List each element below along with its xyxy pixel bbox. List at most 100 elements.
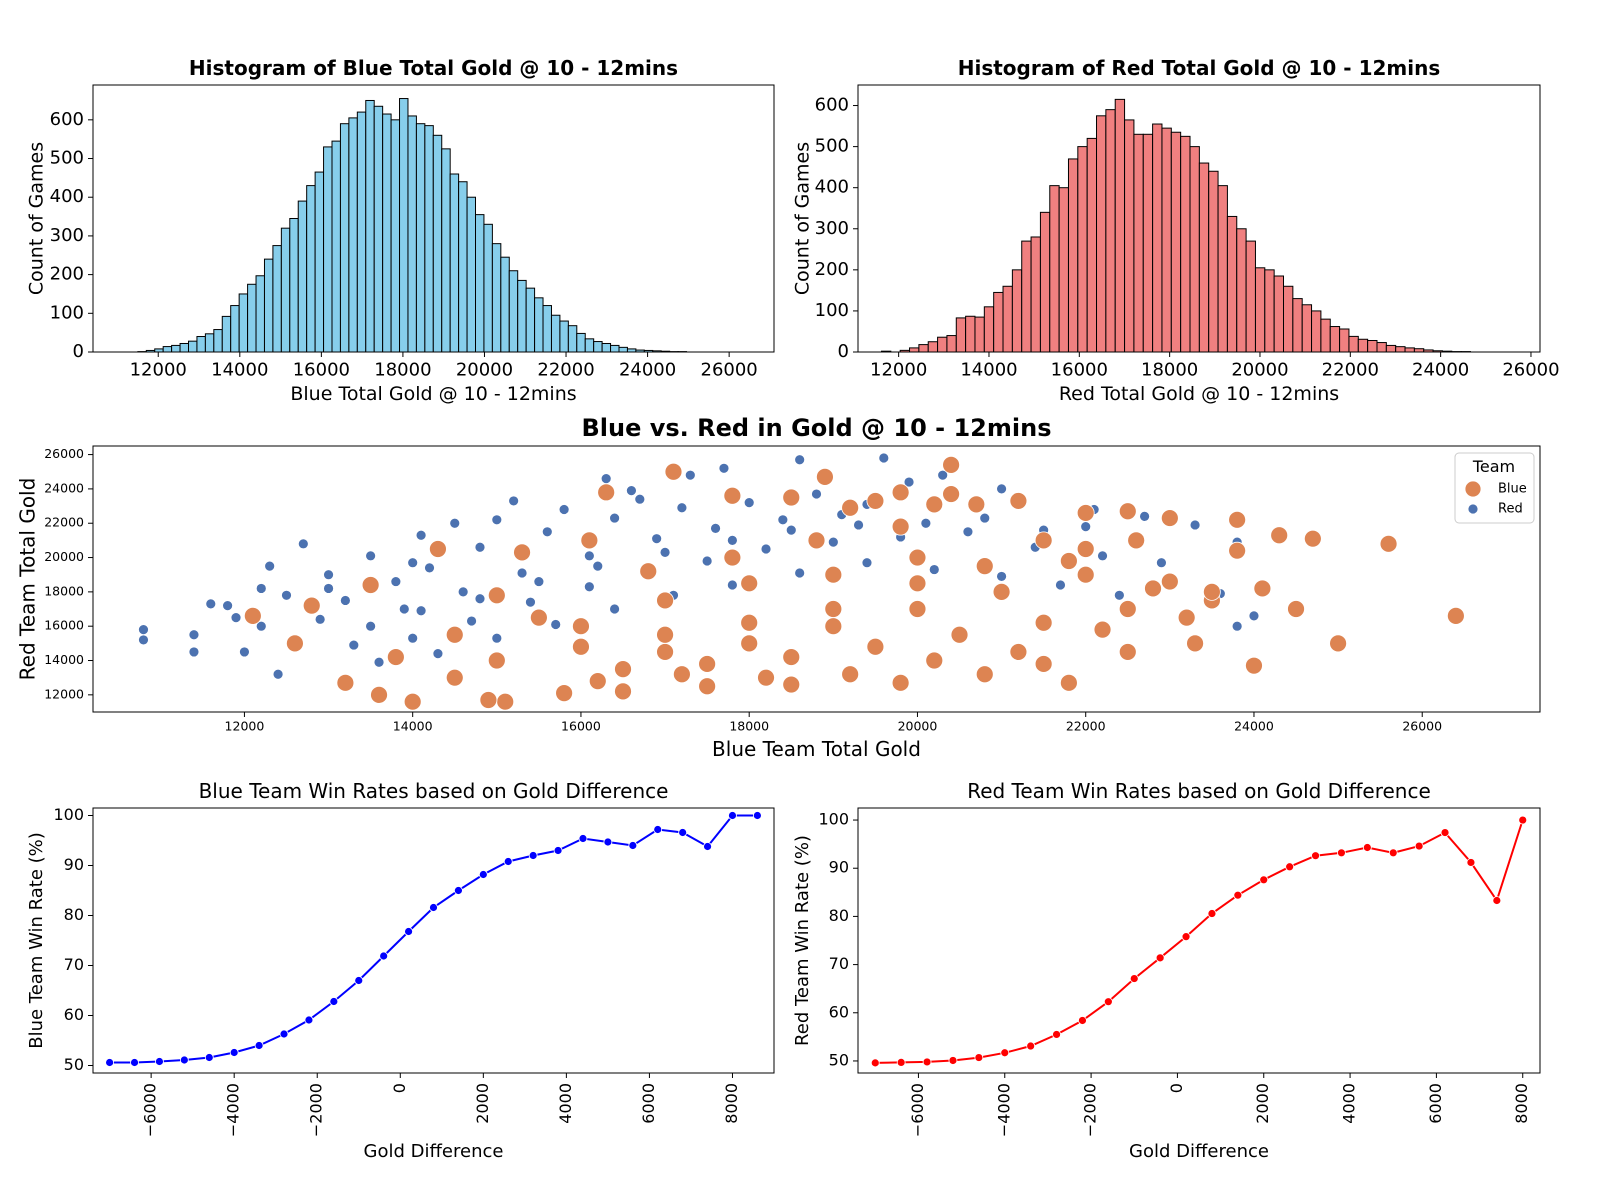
histogram-bar [508, 270, 519, 353]
y-axis-label: Red Team Total Gold [16, 478, 40, 681]
histogram-bar [1086, 137, 1098, 353]
data-point [1026, 1041, 1036, 1051]
y-tick-label: 100 [815, 300, 849, 321]
scatter-point-red [390, 576, 402, 587]
scatter-point-red [365, 620, 377, 632]
x-axis-label: Gold Difference [1129, 1141, 1269, 1162]
histogram-bar [407, 115, 417, 353]
x-tick-label: 4000 [1340, 1083, 1359, 1124]
histogram-bar [1002, 285, 1013, 353]
scatter-point-blue [1093, 620, 1112, 639]
scatter-point-blue [286, 634, 304, 653]
histogram-bar [618, 346, 628, 353]
x-axis-label: Blue Total Gold @ 10 - 12mins [290, 383, 576, 405]
histogram-bar [1320, 318, 1331, 353]
series-markers [870, 815, 1528, 1068]
axes-frame [857, 84, 1541, 353]
data-point [1052, 1030, 1061, 1039]
y-tick-label: 100 [53, 805, 84, 824]
data-point [1078, 1016, 1087, 1025]
scatter-points [138, 452, 1465, 711]
x-tick-label: 20000 [1231, 359, 1288, 380]
data-point [429, 903, 438, 912]
scatter-point-blue [572, 617, 590, 636]
scatter-point-blue [370, 685, 388, 704]
scatter-point-red [928, 564, 940, 575]
data-point [1440, 828, 1450, 837]
scatter-point-blue [496, 692, 515, 711]
scatter-point-blue [841, 498, 860, 517]
histogram-bar [1161, 127, 1172, 353]
scatter-point-blue [824, 565, 843, 584]
scatter-point-blue [1118, 643, 1137, 661]
y-tick-label: 50 [64, 1055, 84, 1074]
histogram-bar [567, 325, 578, 353]
scatter-point-red [550, 619, 562, 630]
histogram-bar [584, 338, 595, 353]
scatter-point-blue [698, 677, 717, 696]
legend: Team Blue Red [1454, 452, 1535, 524]
y-tick-label: 400 [50, 186, 84, 207]
histogram-bar [1226, 215, 1238, 353]
x-tick-label: 14000 [211, 359, 268, 380]
scatter-point-blue [1160, 509, 1179, 527]
x-tick-label: 26000 [701, 359, 758, 380]
histogram-bar [1311, 310, 1322, 353]
x-tick-label: −4000 [994, 1083, 1013, 1137]
y-tick-label: 90 [64, 855, 84, 874]
scatter-point-red [1248, 610, 1260, 622]
x-axis-label: Red Total Gold @ 10 - 12mins [1059, 383, 1339, 405]
axes-frame [857, 807, 1541, 1074]
histogram-bar [1245, 240, 1256, 353]
scatter-point-blue [1228, 541, 1247, 560]
x-tick-label: −6000 [908, 1083, 927, 1137]
histogram-bar [610, 344, 620, 353]
histogram-bar [179, 342, 190, 353]
x-tick-label: 26000 [1502, 359, 1559, 380]
scatter-point-red [255, 583, 267, 594]
histogram-bar [1105, 109, 1116, 353]
data-point [922, 1057, 932, 1067]
scatter-point-blue [891, 483, 910, 502]
scatter-point-red [777, 514, 789, 526]
scatter-point-red [348, 639, 360, 651]
scatter-point-red [861, 557, 873, 569]
scatter-point-blue [942, 485, 961, 503]
series-line [875, 819, 1524, 1064]
data-point [379, 951, 389, 961]
histogram-bar [559, 320, 569, 353]
scatter-point-blue [1076, 504, 1095, 522]
x-tick-label: 0 [390, 1083, 409, 1093]
scatter-point-blue [1118, 600, 1137, 618]
histogram-bar [1385, 344, 1397, 353]
scatter-point-blue [1186, 634, 1204, 653]
histogram-bar [263, 258, 274, 353]
histogram-bar [306, 185, 316, 353]
histogram-bar [974, 316, 985, 353]
data-point [354, 976, 364, 985]
histogram-bar [382, 113, 392, 353]
scatter-point-red [996, 571, 1007, 582]
scatter-point-red [583, 550, 595, 562]
scatter-point-blue [672, 665, 691, 684]
scatter-point-blue [942, 455, 961, 474]
histogram-bar [1133, 133, 1144, 353]
scatter-point-red [365, 550, 377, 562]
legend-label-red: Red [1498, 502, 1523, 517]
scatter-point-red [609, 512, 620, 524]
scatter-point-blue [529, 608, 548, 627]
scatter-point-red [415, 605, 427, 617]
scatter-point-blue [1228, 510, 1247, 529]
data-point [404, 927, 413, 936]
histogram-bar [1404, 347, 1415, 353]
scatter-point-blue [1270, 526, 1289, 545]
series-markers [105, 811, 762, 1067]
histogram-bar [909, 347, 920, 353]
histogram-bar [441, 148, 451, 353]
y-tick-label: 60 [64, 1005, 84, 1024]
blue-win-rate-line-chart: Blue Team Win Rates based on Gold Differ… [26, 779, 775, 1162]
histogram-bar [323, 146, 333, 353]
histogram-bar [458, 181, 468, 353]
scatter-point-red [255, 620, 267, 632]
